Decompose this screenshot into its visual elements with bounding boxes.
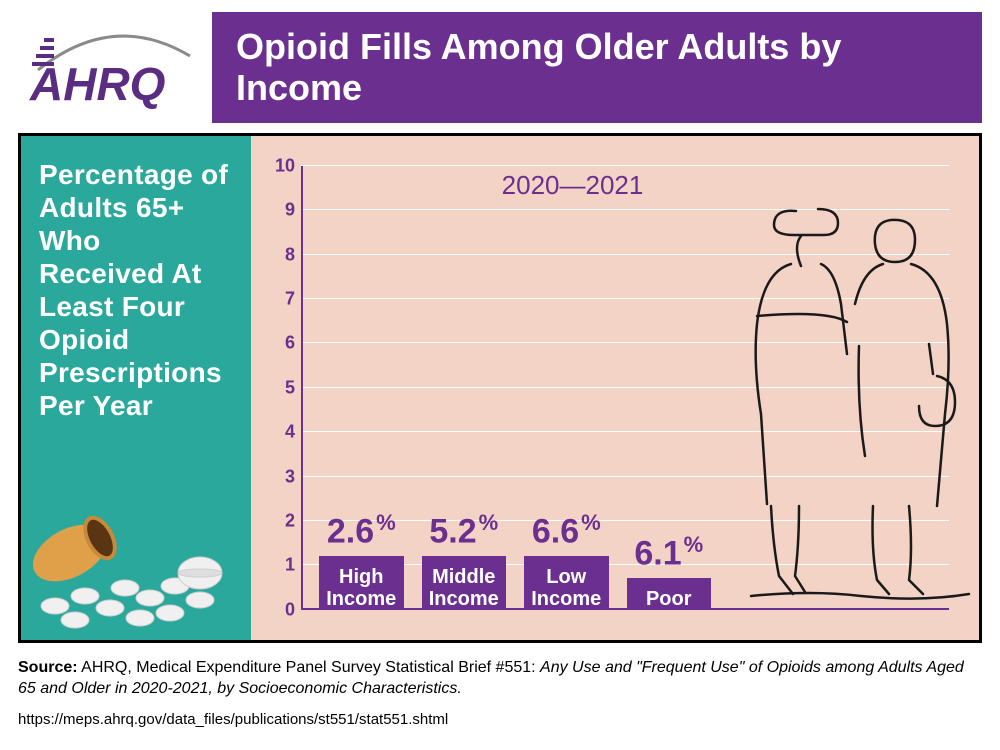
header: AHRQ Opioid Fills Among Older Adults by … <box>0 0 1000 123</box>
bar-value: 5.2% <box>429 510 498 555</box>
source-url: https://meps.ahrq.gov/data_files/publica… <box>18 710 982 730</box>
bar: 2.6%High Income <box>319 556 404 610</box>
chart-plot: 012345678910 2.6%High Income5.2%Middle I… <box>301 166 729 610</box>
chart-area: 2020—2021 012345678910 2.6%High Income5.… <box>251 136 979 640</box>
y-tick: 5 <box>267 377 295 398</box>
bar-rect: 6.1%Poor <box>627 578 712 610</box>
bar: 6.6%Low Income <box>524 556 609 610</box>
y-tick: 4 <box>267 422 295 443</box>
y-tick: 10 <box>267 155 295 176</box>
pill-bottle-icon <box>15 498 265 648</box>
y-tick: 8 <box>267 244 295 265</box>
y-tick: 1 <box>267 555 295 576</box>
y-tick: 3 <box>267 466 295 487</box>
y-tick: 2 <box>267 510 295 531</box>
bar-value: 6.1% <box>634 532 703 577</box>
y-tick: 7 <box>267 288 295 309</box>
bar-rect: 5.2%Middle Income <box>422 556 507 610</box>
source-text: AHRQ, Medical Expenditure Panel Survey S… <box>78 659 540 676</box>
y-tick: 6 <box>267 333 295 354</box>
bar-label: Poor <box>642 578 696 610</box>
bar-rect: 6.6%Low Income <box>524 556 609 610</box>
bar-value: 2.6% <box>327 510 396 555</box>
main-panel: Percentage of Adults 65+ Who Received At… <box>18 133 982 643</box>
side-panel-text: Percentage of Adults 65+ Who Received At… <box>39 158 233 422</box>
bar: 6.1%Poor <box>627 578 712 610</box>
title-bar: Opioid Fills Among Older Adults by Incom… <box>212 12 982 123</box>
bar-label: Low Income <box>524 556 609 610</box>
side-panel: Percentage of Adults 65+ Who Received At… <box>21 136 251 640</box>
ahrq-logo: AHRQ <box>18 12 198 112</box>
source-block: Source: AHRQ, Medical Expenditure Panel … <box>18 657 982 730</box>
source-label: Source: <box>18 659 78 676</box>
bar-label: Middle Income <box>422 556 507 610</box>
page-title: Opioid Fills Among Older Adults by Incom… <box>236 26 958 109</box>
bar-rect: 2.6%High Income <box>319 556 404 610</box>
elderly-couple-icon <box>741 176 971 616</box>
bar-value: 6.6% <box>532 510 601 555</box>
y-tick: 0 <box>267 599 295 620</box>
y-axis: 012345678910 <box>273 166 301 610</box>
bars-container: 2.6%High Income 5.2%Middle Income 6.6%Low … <box>301 166 729 610</box>
bar-label: High Income <box>319 556 404 610</box>
bar: 5.2%Middle Income <box>422 556 507 610</box>
y-tick: 9 <box>267 200 295 221</box>
